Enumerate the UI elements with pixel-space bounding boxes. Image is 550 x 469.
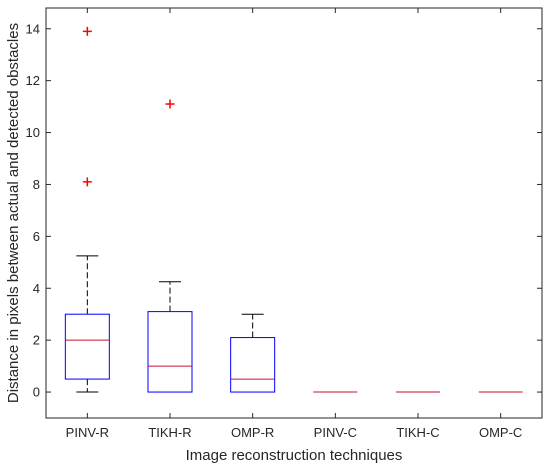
interquartile-box (64, 313, 110, 380)
y-tick-label: 6 (33, 229, 40, 244)
y-tick-label: 10 (26, 125, 40, 140)
box-pinv-r (64, 26, 110, 393)
y-tick-label: 8 (33, 177, 40, 192)
outlier-marker (82, 177, 92, 187)
y-tick-label: 2 (33, 333, 40, 348)
x-tick-label: TIKH-R (148, 425, 191, 440)
x-tick-label: PINV-C (314, 425, 357, 440)
y-axis-label: Distance in pixels between actual and de… (5, 23, 22, 403)
outlier-marker (165, 99, 175, 109)
x-axis: PINV-R TIKH-R OMP-R PINV-C TIKH-C OMP-C (66, 8, 522, 440)
y-tick-label: 4 (33, 281, 40, 296)
box-omp-r (230, 313, 276, 393)
y-tick-label: 14 (26, 21, 40, 36)
box-series (64, 26, 523, 393)
x-axis-label: Image reconstruction techniques (186, 447, 403, 464)
y-tick-label: 0 (33, 385, 40, 400)
y-axis: 0 2 4 6 8 10 12 14 (26, 21, 542, 400)
interquartile-box (230, 337, 276, 393)
outlier-marker (82, 26, 92, 36)
interquartile-box (147, 311, 193, 393)
x-tick-label: OMP-R (231, 425, 274, 440)
y-tick-label: 12 (26, 73, 40, 88)
box-tikh-r (147, 99, 193, 393)
x-tick-label: TIKH-C (396, 425, 439, 440)
plot-area-frame (45, 7, 543, 419)
x-tick-label: OMP-C (479, 425, 522, 440)
x-tick-label: PINV-R (66, 425, 109, 440)
